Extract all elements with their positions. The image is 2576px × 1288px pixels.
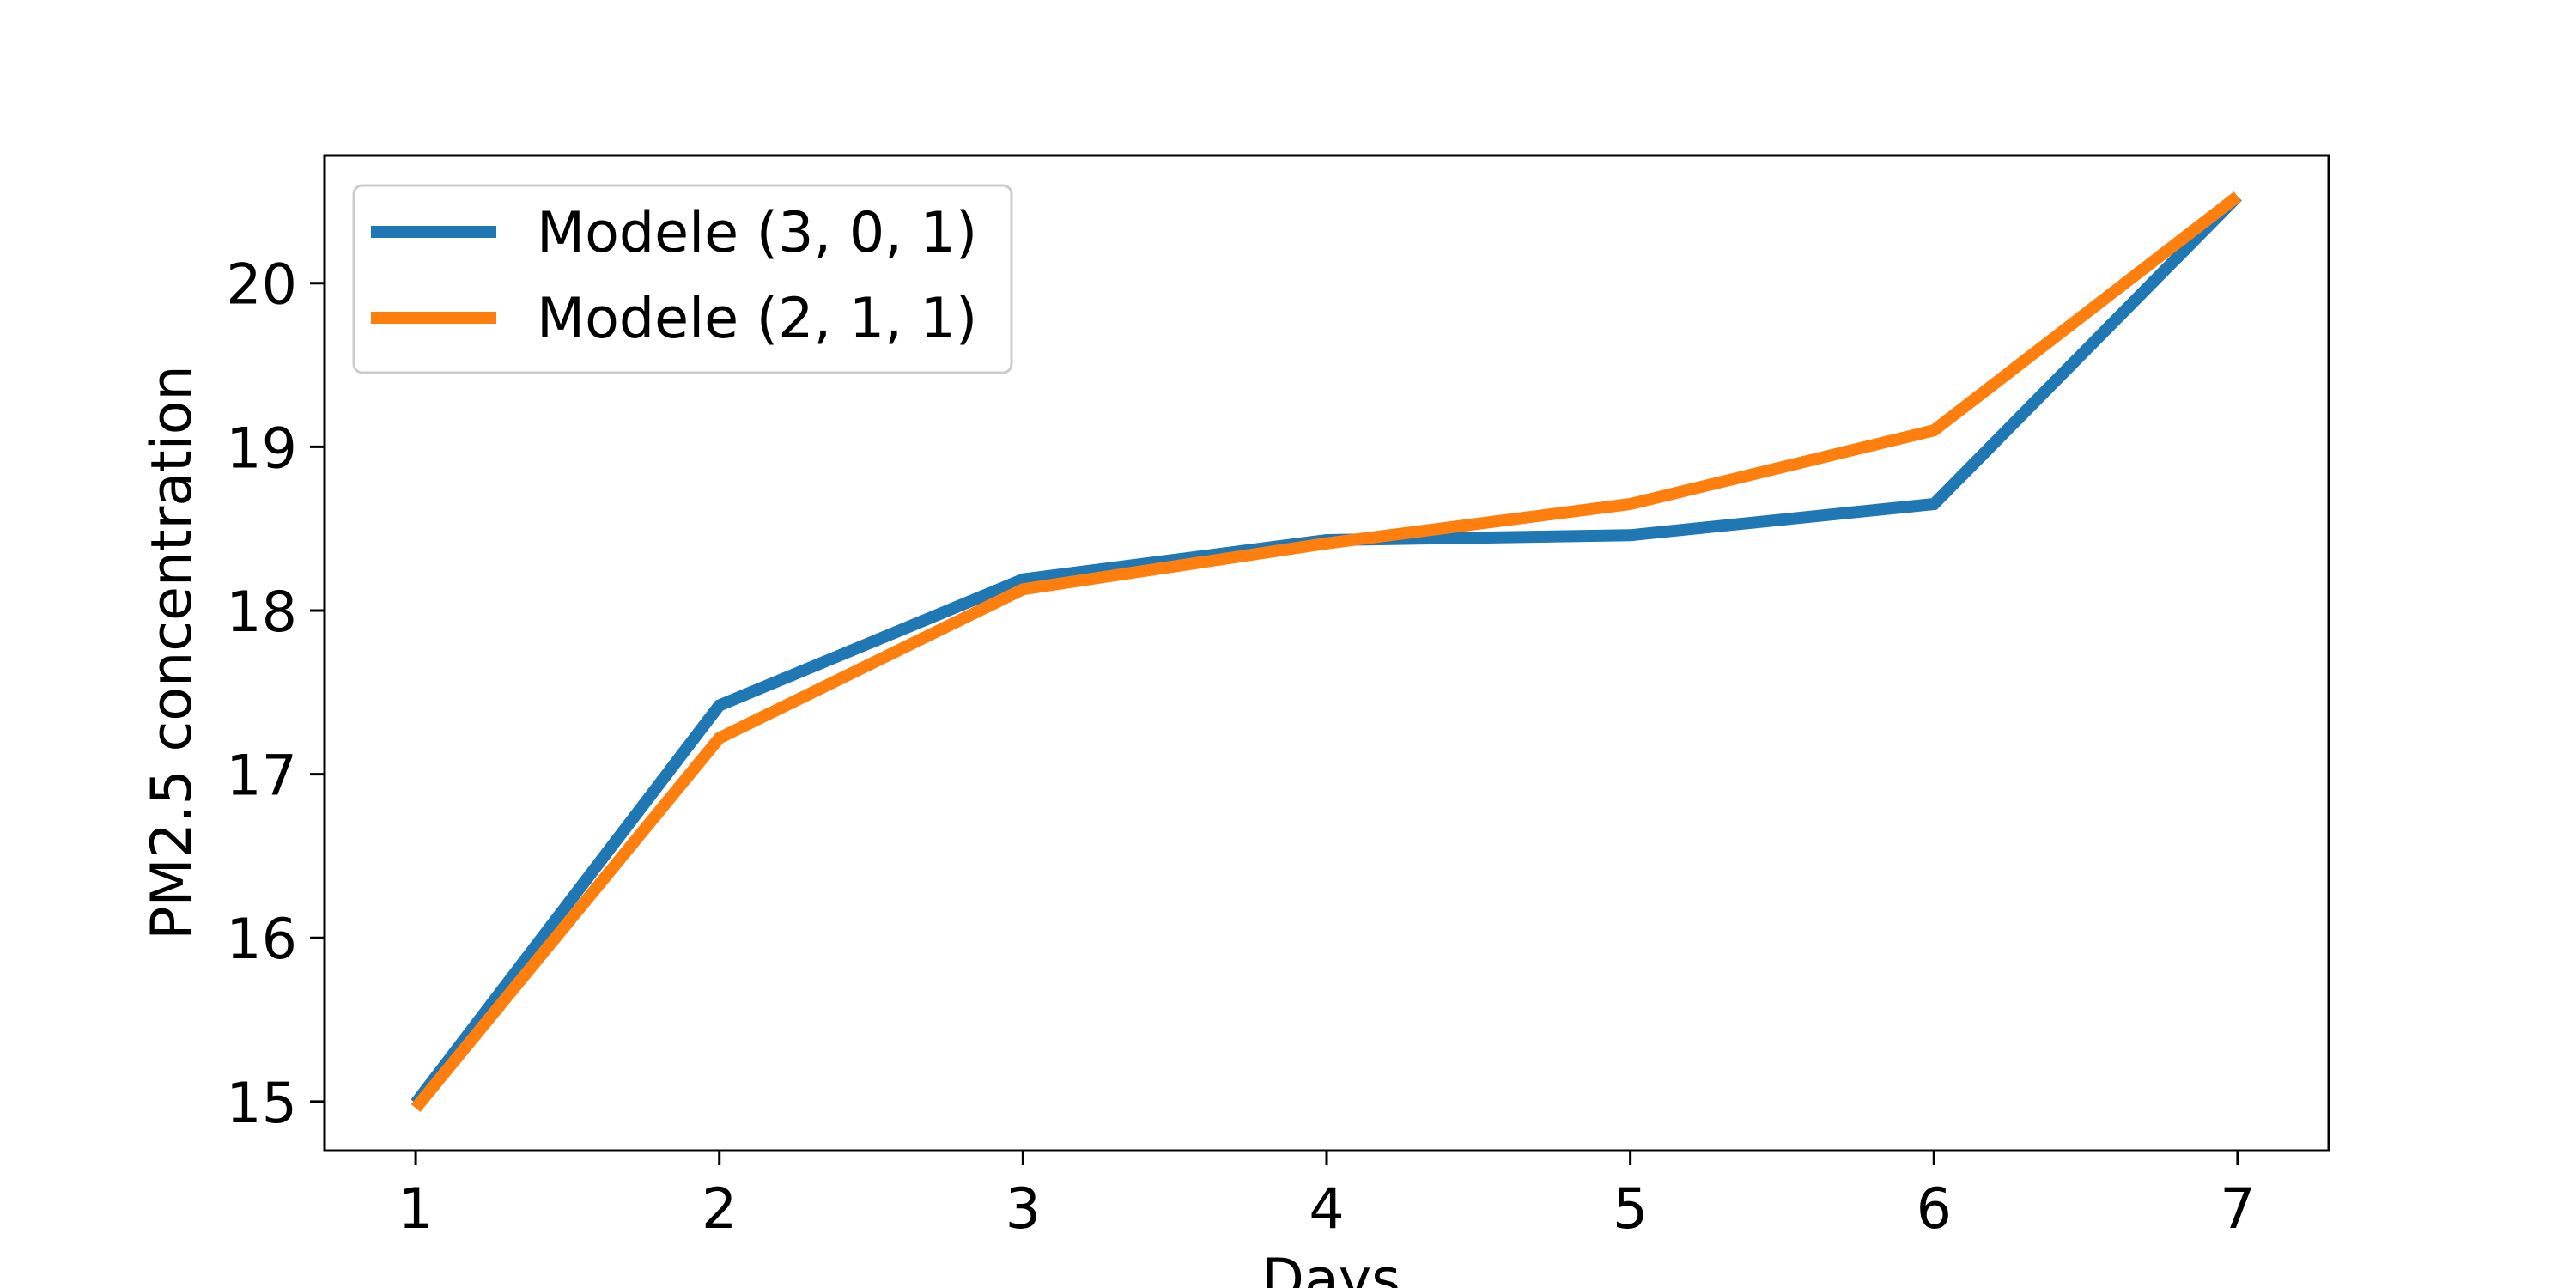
y-tick-label: 20 [226,253,297,318]
x-tick-label: 2 [702,1177,737,1242]
series-layer [410,191,2242,1112]
ticks-layer: 1 2 3 4 5 6 7 15 16 17 18 19 20 [226,253,2255,1242]
y-tick-label: 19 [226,416,297,481]
legend-frame [352,184,1013,374]
y-axis-label: PM2.5 concentration [140,365,204,940]
x-tick-label: 5 [1613,1177,1648,1242]
x-tick-label: 4 [1309,1177,1344,1242]
legend-label-series-2: Modele (2, 1, 1) [537,287,977,351]
y-tick-label: 17 [226,744,297,809]
x-tick-label: 6 [1917,1177,1952,1242]
x-axis-label: Days [1261,1248,1400,1288]
legend: Modele (3, 0, 1) Modele (2, 1, 1) [352,184,1013,374]
y-tick-label: 18 [226,580,297,645]
y-tick-label: 16 [226,908,297,972]
x-tick-label: 3 [1005,1177,1041,1242]
legend-label-series-1: Modele (3, 0, 1) [537,201,977,265]
y-tick-label: 15 [226,1072,297,1136]
x-tick-label: 7 [2220,1177,2255,1242]
series-line-2 [410,191,2242,1112]
x-tick-label: 1 [398,1177,433,1242]
